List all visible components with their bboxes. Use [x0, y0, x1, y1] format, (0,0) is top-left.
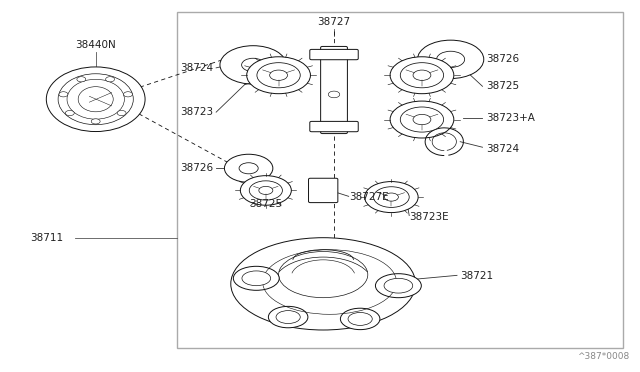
Ellipse shape: [278, 251, 368, 298]
Ellipse shape: [46, 67, 145, 132]
Ellipse shape: [78, 87, 113, 112]
Circle shape: [417, 40, 484, 78]
FancyBboxPatch shape: [310, 49, 358, 60]
Ellipse shape: [276, 311, 300, 324]
Ellipse shape: [106, 77, 115, 82]
Circle shape: [390, 57, 454, 94]
Text: 38727E: 38727E: [349, 192, 388, 202]
Circle shape: [365, 182, 418, 212]
Circle shape: [328, 91, 340, 98]
Text: 38723E: 38723E: [409, 212, 449, 222]
Ellipse shape: [384, 278, 413, 293]
Bar: [177, 13, 623, 349]
Circle shape: [385, 193, 398, 201]
Ellipse shape: [58, 74, 133, 125]
Text: 38440N: 38440N: [76, 40, 116, 50]
Circle shape: [242, 58, 264, 71]
Ellipse shape: [231, 238, 415, 330]
Circle shape: [390, 101, 454, 138]
Text: 38724: 38724: [486, 144, 519, 154]
Circle shape: [220, 46, 286, 84]
Ellipse shape: [348, 312, 372, 326]
Ellipse shape: [234, 266, 279, 290]
Circle shape: [257, 62, 300, 88]
Circle shape: [239, 163, 258, 174]
Ellipse shape: [268, 307, 308, 328]
Text: 38724: 38724: [180, 63, 213, 73]
Ellipse shape: [59, 92, 68, 97]
Circle shape: [436, 51, 465, 67]
Ellipse shape: [77, 77, 86, 82]
Ellipse shape: [92, 119, 100, 124]
Text: 38726: 38726: [486, 54, 519, 64]
Text: ^387*0008: ^387*0008: [577, 352, 629, 361]
Text: 38723+A: 38723+A: [486, 113, 534, 123]
Ellipse shape: [124, 92, 132, 97]
Circle shape: [413, 114, 431, 125]
Text: 38711: 38711: [30, 233, 63, 243]
Circle shape: [259, 186, 273, 195]
Ellipse shape: [117, 110, 126, 116]
Circle shape: [413, 70, 431, 80]
Text: 38725: 38725: [486, 81, 519, 91]
Ellipse shape: [376, 274, 421, 298]
Ellipse shape: [67, 79, 124, 119]
FancyBboxPatch shape: [310, 121, 358, 132]
FancyBboxPatch shape: [321, 46, 348, 134]
Ellipse shape: [340, 308, 380, 330]
Circle shape: [374, 187, 409, 208]
Circle shape: [269, 70, 287, 80]
Text: 38725: 38725: [249, 199, 282, 209]
FancyBboxPatch shape: [308, 178, 338, 203]
Text: 38727: 38727: [317, 17, 351, 27]
Ellipse shape: [65, 110, 74, 116]
Circle shape: [400, 107, 444, 132]
Text: 38723: 38723: [180, 107, 213, 117]
Circle shape: [249, 181, 282, 200]
Text: 38726: 38726: [180, 163, 213, 173]
Circle shape: [400, 62, 444, 88]
Circle shape: [246, 57, 310, 94]
Circle shape: [225, 154, 273, 182]
Text: 38721: 38721: [460, 272, 493, 282]
Circle shape: [241, 176, 291, 205]
Ellipse shape: [242, 271, 271, 286]
